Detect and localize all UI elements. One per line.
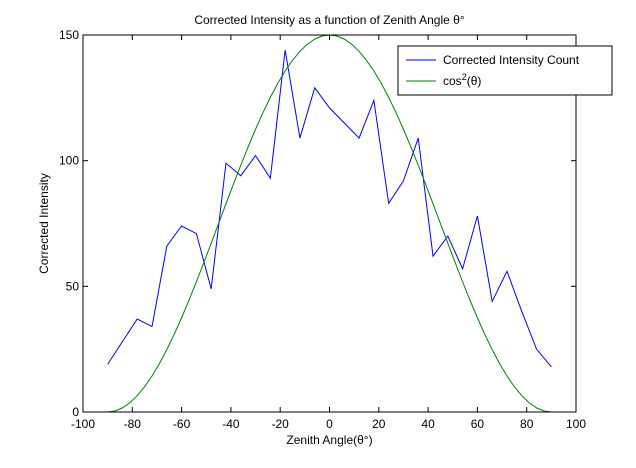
x-tick-label: 0: [326, 417, 333, 431]
x-axis: -100 -80 -60 -40 -20 0 20 40 60 80 100: [71, 35, 586, 431]
chart-title: Corrected Intensity as a function of Zen…: [194, 13, 464, 27]
x-tick-label: -80: [124, 417, 142, 431]
x-tick-label: -100: [71, 417, 95, 431]
legend-label-intensity: Corrected Intensity Count: [443, 53, 580, 67]
y-axis-title: Corrected Intensity: [37, 173, 51, 274]
plot-area: [83, 35, 576, 412]
y-tick-label: 100: [59, 154, 79, 168]
x-tick-label: -60: [173, 417, 191, 431]
y-axis: 0 50 100 150: [59, 28, 576, 419]
legend-cos2-argument: (θ): [467, 74, 482, 88]
legend-cos2-base: cos: [443, 74, 462, 88]
x-tick-label: 20: [372, 417, 386, 431]
x-tick-label: 60: [471, 417, 485, 431]
legend-box: [397, 45, 613, 96]
legend-label-cos2: cos2(θ): [443, 72, 481, 88]
x-tick-label: -20: [272, 417, 290, 431]
x-tick-label: -40: [222, 417, 240, 431]
x-tick-label: 40: [421, 417, 435, 431]
legend-cos2-exponent: 2: [462, 72, 467, 82]
legend: Corrected Intensity Count cos2(θ): [397, 45, 613, 96]
x-tick-label: 100: [566, 417, 586, 431]
y-tick-label: 0: [72, 405, 79, 419]
x-tick-label: 80: [520, 417, 534, 431]
y-tick-label: 150: [59, 28, 79, 42]
y-tick-label: 50: [66, 279, 80, 293]
axes-frame: [82, 34, 577, 413]
series-line-corrected-intensity: [107, 49, 552, 368]
x-axis-title: Zenith Angle(θ°): [286, 433, 372, 447]
